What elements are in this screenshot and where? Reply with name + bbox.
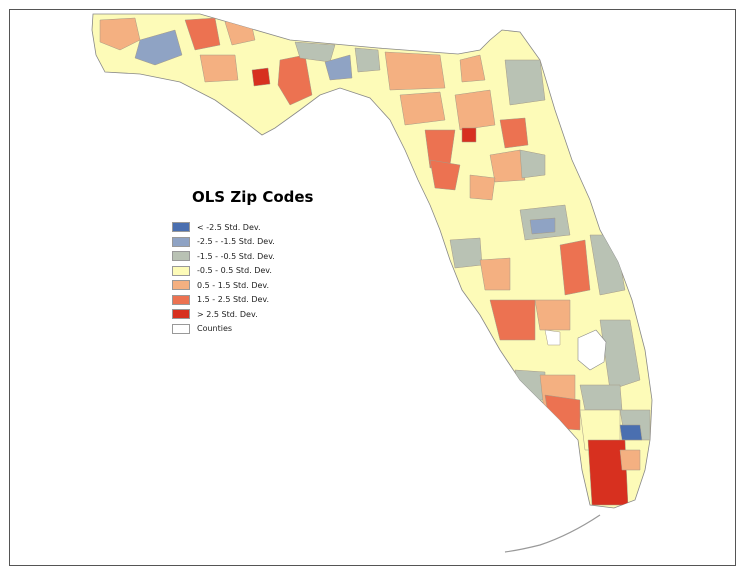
legend-item: 0.5 - 1.5 Std. Dev. bbox=[172, 278, 322, 293]
zip-region bbox=[429, 159, 461, 191]
zip-region bbox=[504, 59, 546, 106]
zip-region bbox=[514, 369, 546, 401]
legend: OLS Zip Codes < -2.5 Std. Dev. -2.5 - -1.… bbox=[172, 188, 322, 336]
legend-label: 0.5 - 1.5 Std. Dev. bbox=[197, 280, 270, 290]
legend-item: -0.5 - 0.5 Std. Dev. bbox=[172, 264, 322, 279]
legend-swatch bbox=[172, 222, 190, 233]
zip-region bbox=[449, 237, 483, 269]
legend-swatch bbox=[172, 323, 190, 334]
legend-rows: < -2.5 Std. Dev. -2.5 - -1.5 Std. Dev. -1.… bbox=[172, 220, 322, 336]
legend-label: -1.5 - -0.5 Std. Dev. bbox=[197, 251, 275, 261]
zip-region bbox=[134, 29, 183, 66]
zip-region bbox=[199, 54, 239, 83]
legend-label: < -2.5 Std. Dev. bbox=[197, 222, 261, 232]
zip-region bbox=[599, 319, 641, 391]
zip-region bbox=[499, 117, 529, 149]
zip-region bbox=[579, 384, 623, 411]
zip-region bbox=[559, 239, 591, 296]
zip-region bbox=[459, 54, 486, 83]
zip-region bbox=[529, 217, 556, 235]
zip-region bbox=[479, 257, 511, 291]
legend-label: -0.5 - 0.5 Std. Dev. bbox=[197, 266, 272, 276]
zip-region bbox=[354, 47, 381, 73]
zip-region bbox=[544, 329, 561, 346]
zip-region bbox=[399, 91, 446, 126]
legend-label: > 2.5 Std. Dev. bbox=[197, 309, 258, 319]
legend-item: 1.5 - 2.5 Std. Dev. bbox=[172, 293, 322, 308]
zip-region bbox=[461, 127, 477, 143]
legend-item: > 2.5 Std. Dev. bbox=[172, 307, 322, 322]
florida-keys bbox=[504, 514, 601, 553]
legend-swatch bbox=[172, 265, 190, 276]
zip-region bbox=[384, 51, 446, 91]
legend-item: -2.5 - -1.5 Std. Dev. bbox=[172, 235, 322, 250]
legend-title: OLS Zip Codes bbox=[192, 188, 314, 206]
legend-swatch bbox=[172, 280, 190, 291]
zip-region bbox=[184, 17, 221, 51]
zip-region bbox=[619, 449, 641, 471]
legend-swatch bbox=[172, 236, 190, 247]
zip-region bbox=[619, 424, 643, 441]
zip-region bbox=[489, 299, 536, 341]
zip-region bbox=[519, 149, 546, 179]
lake-okeechobee bbox=[577, 329, 607, 371]
zip-region bbox=[469, 174, 496, 201]
zip-region bbox=[454, 89, 496, 131]
zip-region bbox=[489, 149, 526, 183]
legend-item: Counties bbox=[172, 322, 322, 337]
legend-item: < -2.5 Std. Dev. bbox=[172, 220, 322, 235]
zip-region bbox=[99, 17, 141, 51]
legend-swatch bbox=[172, 309, 190, 320]
zip-region bbox=[251, 67, 271, 87]
legend-swatch bbox=[172, 251, 190, 262]
legend-item: -1.5 - -0.5 Std. Dev. bbox=[172, 249, 322, 264]
zip-region bbox=[534, 299, 571, 331]
zip-region bbox=[324, 54, 353, 81]
legend-label: -2.5 - -1.5 Std. Dev. bbox=[197, 237, 275, 247]
legend-swatch bbox=[172, 294, 190, 305]
legend-label: Counties bbox=[197, 324, 233, 334]
legend-label: 1.5 - 2.5 Std. Dev. bbox=[197, 295, 270, 305]
zip-region bbox=[544, 394, 581, 431]
